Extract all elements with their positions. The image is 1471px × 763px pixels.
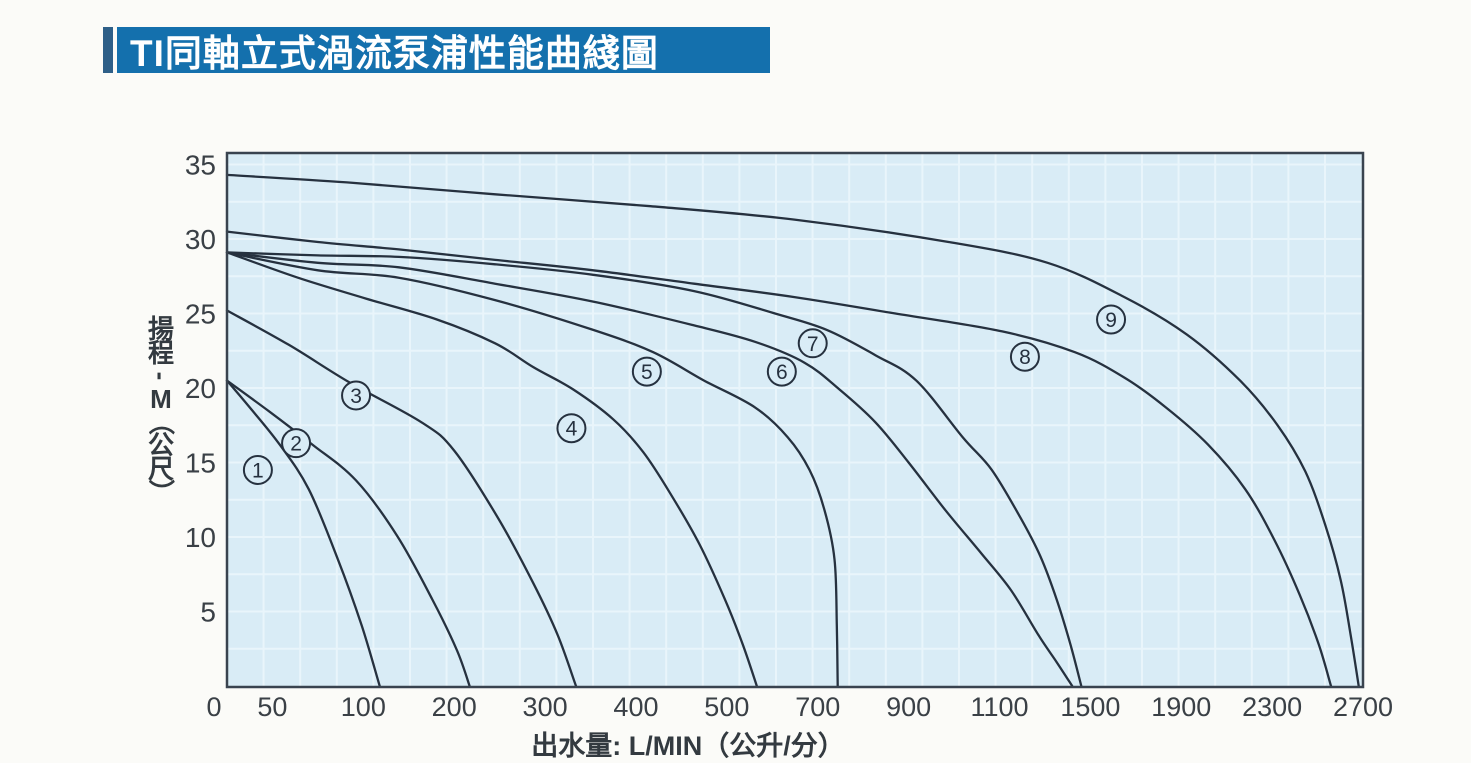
curve-6-label: 6: [766, 356, 797, 387]
x-tick-label-700: 700: [795, 692, 840, 722]
y-tick-label-5: 5: [200, 597, 216, 628]
curve-1-label-number: 1: [252, 459, 264, 482]
y-axis-title-char: 揚: [147, 314, 174, 344]
curve-5-label: 5: [631, 356, 662, 387]
curve-5: [225, 251, 839, 688]
curve-2-label-number: 2: [290, 433, 302, 456]
y-axis-title: 揚程 - M （公尺）: [140, 314, 182, 506]
y-axis-title-char: （: [145, 408, 176, 436]
curve-4-label: 4: [556, 413, 587, 444]
curve-6-label-number: 6: [776, 361, 788, 384]
y-tick-label-30: 30: [185, 224, 216, 255]
x-tick-label-2300: 2300: [1242, 692, 1302, 722]
title-accent-bar: [103, 27, 113, 73]
curve-6-label-circle: [766, 356, 797, 387]
x-tick-label-1500: 1500: [1060, 692, 1120, 722]
y-tick-label-25: 25: [185, 299, 216, 330]
curve-3: [225, 309, 578, 688]
curves: [225, 173, 1360, 688]
y-tick-labels: 5 10 15 20 25 30 35: [185, 150, 216, 628]
curve-9-label: 9: [1096, 304, 1127, 335]
x-tick-label-200: 200: [432, 692, 477, 722]
curve-4: [225, 251, 758, 688]
curve-8-label: 8: [1009, 341, 1040, 372]
x-tick-label-900: 900: [886, 692, 931, 722]
curve-8: [225, 230, 1333, 688]
x-tick-labels: 0 50 100 200 300 400 500 700 900 1100 1500 1900 2300…: [206, 692, 1393, 722]
curve-7: [225, 251, 1083, 688]
curve-4-label-circle: [556, 413, 587, 444]
y-axis-title-char: 公: [147, 430, 174, 460]
curve-1: [225, 379, 381, 688]
curve-5-label-circle: [631, 356, 662, 387]
curve-8-label-circle: [1009, 341, 1040, 372]
curve-4-label-number: 4: [566, 418, 578, 441]
curve-6: [225, 251, 1074, 688]
y-axis-title-char: 尺: [147, 454, 174, 484]
x-axis-title: 出水量: L/MIN（公升/分）: [531, 731, 845, 761]
x-tick-label-0: 0: [206, 692, 221, 722]
curve-2: [225, 379, 471, 688]
curve-1-label: 1: [242, 454, 273, 485]
x-tick-label-400: 400: [613, 692, 658, 722]
curve-7-label-circle: [797, 328, 828, 359]
y-tick-label-15: 15: [185, 448, 216, 479]
x-tick-label-1900: 1900: [1151, 692, 1211, 722]
x-tick-label-500: 500: [704, 692, 749, 722]
curve-1-label-circle: [242, 454, 273, 485]
y-axis-title-char: M: [150, 384, 172, 414]
curve-9: [225, 173, 1360, 688]
curve-2-label: 2: [281, 428, 312, 459]
y-axis-title-char: -: [145, 371, 176, 381]
title-bar: TI同軸立式渦流泵浦性能曲綫圖: [117, 27, 770, 74]
x-tick-label-50: 50: [257, 692, 287, 722]
curve-9-label-circle: [1096, 304, 1127, 335]
curve-labels: 1 2 3 4 5 67 8 9: [242, 304, 1127, 485]
curve-5-label-number: 5: [641, 361, 653, 384]
curve-7-label: 7: [797, 328, 828, 359]
x-tick-label-2700: 2700: [1333, 692, 1393, 722]
page-title: TI同軸立式渦流泵浦性能曲綫圖: [130, 33, 659, 74]
y-tick-label-20: 20: [185, 373, 216, 404]
curve-8-label-number: 8: [1019, 346, 1031, 369]
plot-border: [225, 151, 1365, 689]
curve-3-label-number: 3: [350, 385, 362, 408]
grid: [227, 153, 1363, 687]
y-axis-title-char: ）: [145, 478, 176, 506]
y-tick-label-10: 10: [185, 522, 216, 553]
curve-2-label-circle: [281, 428, 312, 459]
curve-3-label: 3: [341, 380, 372, 411]
curve-3-label-circle: [341, 380, 372, 411]
curve-9-label-number: 9: [1105, 309, 1117, 332]
y-axis-title-char: 程: [147, 338, 174, 368]
x-tick-label-1100: 1100: [970, 692, 1028, 722]
x-tick-label-300: 300: [523, 692, 568, 722]
y-tick-label-35: 35: [185, 150, 216, 181]
plot-area: [227, 153, 1363, 687]
curve-7-label-number: 7: [807, 333, 819, 356]
x-tick-label-100: 100: [341, 692, 386, 722]
